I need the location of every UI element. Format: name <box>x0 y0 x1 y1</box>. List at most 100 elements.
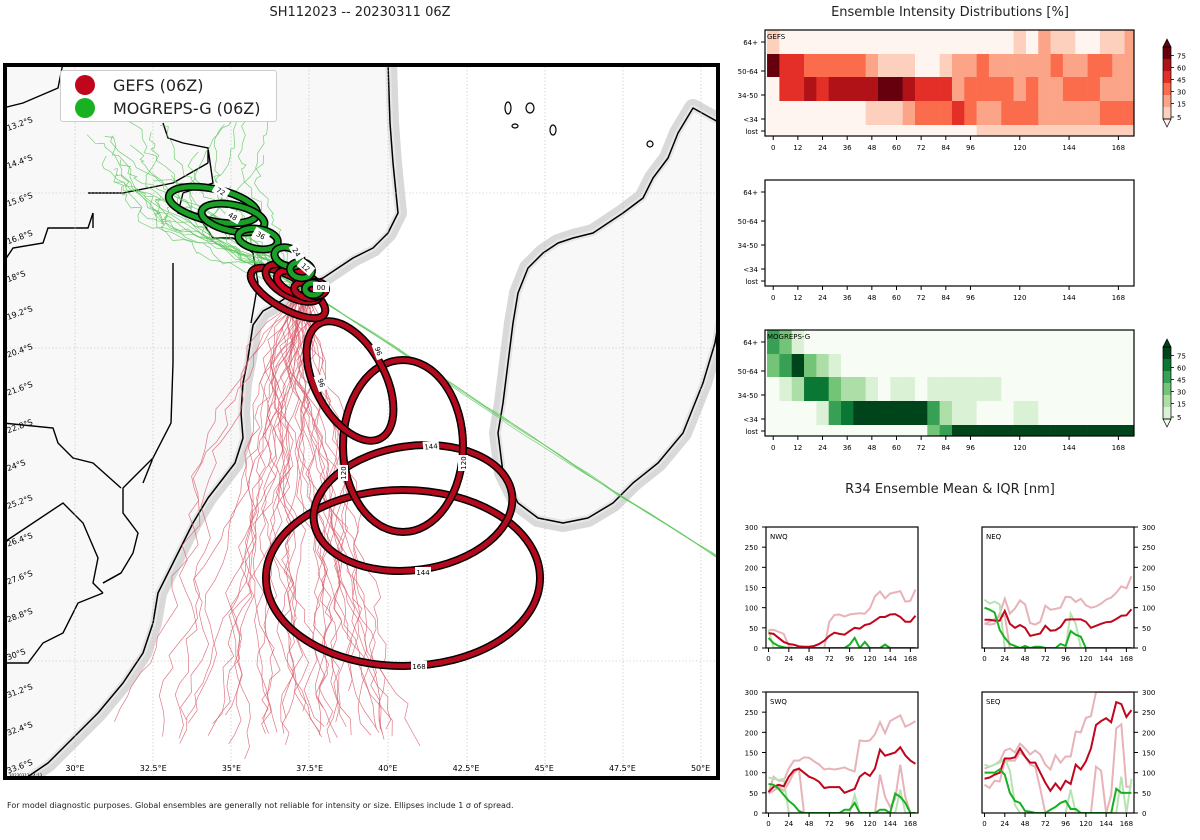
y-tick-label: 0 <box>1142 810 1146 818</box>
heatmap-cell <box>1075 54 1088 78</box>
heatmap-cell <box>767 401 780 426</box>
heatmap-cell <box>951 101 965 126</box>
heatmap-cell <box>804 401 817 426</box>
heatmap-cell <box>804 125 817 137</box>
heatmap-cell <box>791 101 805 126</box>
heatmap-cell <box>1112 30 1125 55</box>
mogreps-ellipse-00-label-bg <box>313 282 329 292</box>
gefs-ellipse-96-label-2: 96 <box>373 346 384 358</box>
y-tick-label: 64+ <box>743 189 758 197</box>
mogreps-ellipse-24-label-bg <box>288 242 306 262</box>
heatmap-cell <box>976 30 990 55</box>
heatmap-cell <box>1013 425 1027 437</box>
heatmap-cell <box>914 77 928 102</box>
x-tick-label: 144 <box>1062 294 1076 302</box>
colorbar-segment <box>1163 371 1171 383</box>
heatmap-cell <box>779 30 793 55</box>
x-tick-label: 48 <box>805 655 814 663</box>
heatmap-cell <box>767 77 780 102</box>
heatmap-cell <box>828 30 842 55</box>
x-tick-label: 36 <box>843 144 852 152</box>
r34-series-line <box>984 756 1133 813</box>
heatmap-cell <box>914 101 928 126</box>
heatmap-cell <box>1062 54 1076 78</box>
y-tick-label: 300 <box>1142 524 1155 532</box>
heatmap-cell <box>1075 30 1088 55</box>
heatmap-cell <box>1099 330 1113 355</box>
heatmap-cell <box>1025 30 1039 55</box>
heatmap-cell <box>791 401 805 426</box>
heatmap-cell <box>828 125 842 137</box>
x-tick-label: 120 <box>863 655 876 663</box>
x-tick-label: 84 <box>941 294 950 302</box>
heatmap-cell <box>865 125 879 137</box>
heatmap-cell <box>1062 101 1076 126</box>
y-tick-label: 150 <box>745 585 758 593</box>
colorbar-segment <box>1163 95 1171 107</box>
heatmap-cell <box>951 54 965 78</box>
colorbar-frame <box>1162 46 1172 120</box>
heatmap-cell <box>853 425 866 437</box>
x-tick-label: 144 <box>883 655 897 663</box>
heatmap-cell <box>927 425 940 437</box>
gefs-ellipse-96-label: 96 <box>316 377 327 389</box>
x-tick-label: 120 <box>863 820 876 828</box>
heatmap-frame <box>764 179 1135 287</box>
heatmap-cell <box>878 401 891 426</box>
heatmap-cell <box>853 30 866 55</box>
mogreps-ellipse-00-label: 00 <box>317 284 326 292</box>
heatmap-cell <box>767 30 780 55</box>
heatmap-cell <box>914 401 928 426</box>
heatmap-cell <box>964 30 977 55</box>
heatmap-cell <box>1001 330 1014 355</box>
r34-panel-neq: NEQ 0 50 100 150 200 250 300 0 24 48 72 96 120 144 168 <box>981 524 1155 663</box>
heatmap-cell <box>976 377 990 402</box>
mogreps-ellipse-36-label-bg <box>251 226 271 244</box>
heatmap-cell <box>828 77 842 102</box>
heatmap-cell <box>890 401 903 426</box>
colorbar-segment <box>1163 359 1171 371</box>
x-tick-label: 144 <box>883 820 897 828</box>
lon-label: 42.5°E <box>453 764 480 773</box>
heatmap-cell <box>951 30 965 55</box>
lon-label: 37.5°E <box>296 764 323 773</box>
gefs-ellipse-144-label: 144 <box>424 442 439 451</box>
heatmap-cell <box>890 425 903 437</box>
r34-series-line <box>984 608 1133 638</box>
y-tick-label: 50-64 <box>738 368 759 376</box>
heatmap-cell <box>853 354 866 378</box>
comoros-island <box>646 140 654 148</box>
heatmap-cell <box>791 77 805 102</box>
x-tick-label: 120 <box>1079 655 1092 663</box>
heatmap-cell <box>1001 125 1014 137</box>
mogreps-ellipse-72-label: 72 <box>215 186 227 197</box>
mogreps-track <box>115 174 304 289</box>
heatmap-gefs: GEFS 64+ 50-64 34-50 <34 lost 0 12 24 36 48 60 72 84 9… <box>738 29 1135 152</box>
mogreps-ellipse-00-label-group: 00 <box>313 282 329 292</box>
heatmap-cell <box>841 125 854 137</box>
heatmap-cell <box>976 354 990 378</box>
x-tick-label: 72 <box>825 820 834 828</box>
heatmap-cell <box>1075 77 1088 102</box>
heatmap-cell <box>791 30 805 55</box>
x-tick-label: 0 <box>766 820 770 828</box>
heatmap-cell <box>951 125 965 137</box>
heatmap-cell <box>976 401 990 426</box>
lon-label: 50°E <box>691 764 710 773</box>
map-frame <box>3 63 720 780</box>
x-tick-label: 0 <box>982 820 986 828</box>
colorbar-segment <box>1163 59 1171 71</box>
heatmap-cell <box>1087 377 1101 402</box>
heatmap-cell <box>791 54 805 78</box>
heatmap-cell <box>1062 425 1076 437</box>
mogreps-ellipse-48-label-bg <box>223 207 243 225</box>
gefs-track <box>245 287 304 720</box>
heatmap-cell <box>841 77 854 102</box>
heatmap-cell <box>939 30 953 55</box>
heatmap-cell <box>1087 125 1101 137</box>
comoros-island <box>549 124 557 136</box>
heatmap-cell <box>1112 125 1125 137</box>
colorbar-tick-label: 5 <box>1177 114 1181 122</box>
heatmap-cell <box>1112 330 1125 355</box>
heatmap-cell <box>890 30 903 55</box>
